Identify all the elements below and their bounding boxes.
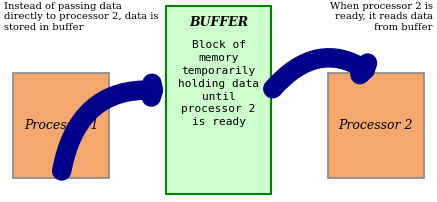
FancyBboxPatch shape: [166, 6, 271, 194]
Text: Processor 2: Processor 2: [339, 119, 413, 132]
Text: BUFFER: BUFFER: [189, 16, 248, 29]
Text: Instead of passing data
directly to processor 2, data is
stored in buffer: Instead of passing data directly to proc…: [4, 2, 159, 32]
FancyBboxPatch shape: [328, 73, 424, 178]
FancyBboxPatch shape: [13, 73, 109, 178]
Text: When processor 2 is
ready, it reads data
from buffer: When processor 2 is ready, it reads data…: [329, 2, 433, 32]
Text: Block of
memory
temporarily
holding data
until
processor 2
is ready: Block of memory temporarily holding data…: [178, 40, 259, 127]
Text: Processor 1: Processor 1: [24, 119, 98, 132]
